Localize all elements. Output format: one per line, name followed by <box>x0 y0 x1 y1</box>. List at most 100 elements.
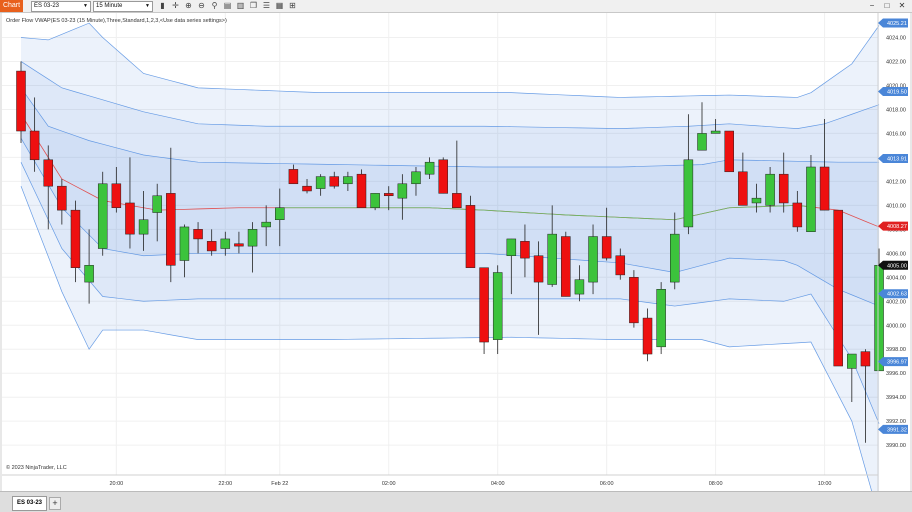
minimize-button[interactable]: − <box>869 1 875 10</box>
price-tick-label: 4020.00 <box>886 83 906 89</box>
candle-body <box>465 205 476 268</box>
candle-body <box>615 255 626 276</box>
price-marker-label: 3996.97 <box>887 360 907 366</box>
candle-body <box>288 169 299 185</box>
chart-window-tab[interactable]: Chart <box>0 0 23 12</box>
instrument-selector[interactable]: ES 03-23 ▼ <box>31 1 91 12</box>
price-tick-label: 4022.00 <box>886 59 906 65</box>
zoom-in-icon[interactable]: ⊕ <box>185 1 192 10</box>
candle-body <box>397 183 408 199</box>
candle-body <box>656 289 666 348</box>
price-marker <box>878 289 908 299</box>
price-marker-label: 3991.32 <box>887 427 907 433</box>
candle-body <box>629 277 639 324</box>
properties-icon[interactable]: ☰ <box>262 1 271 10</box>
price-marker <box>878 18 908 28</box>
vwap-band-1 <box>21 87 880 307</box>
interval-selector[interactable]: 15 Minute ▼ <box>93 1 153 12</box>
page-icon[interactable]: ▥ <box>236 1 245 10</box>
candle-body <box>806 166 816 232</box>
strategy-icon[interactable]: ▦ <box>275 1 284 10</box>
time-tick-label: 02:00 <box>382 481 396 487</box>
candle-body <box>479 267 489 343</box>
vwap-upper-band-3 <box>20 22 880 98</box>
candle-body <box>574 279 585 295</box>
price-marker <box>878 86 908 96</box>
price-marker-label: 4013.91 <box>887 156 907 162</box>
price-chart[interactable]: 4024.004022.004020.004018.004016.004014.… <box>2 13 910 512</box>
instrument-selector-value: ES 03-23 <box>34 3 60 9</box>
time-tick-label: 06:00 <box>600 481 614 487</box>
price-tick-label: 3994.00 <box>886 395 906 401</box>
interval-selector-value: 15 Minute <box>96 3 123 9</box>
bars-icon[interactable]: ▮ <box>160 1 165 10</box>
price-tick-label: 4004.00 <box>886 275 906 281</box>
candle-body <box>601 236 612 259</box>
candle-body <box>874 265 884 372</box>
add-tab-button[interactable]: + <box>49 497 61 510</box>
candle-body <box>683 159 694 228</box>
price-marker-label: 4005.00 <box>887 263 907 269</box>
price-marker <box>878 357 908 367</box>
candle-body <box>329 176 340 187</box>
candle-body <box>370 193 380 209</box>
price-tick-label: 3996.00 <box>886 371 906 377</box>
price-tick-label: 4010.00 <box>886 203 906 209</box>
close-button[interactable]: ✕ <box>898 1 906 10</box>
vwap-lower-band-1 <box>20 138 880 307</box>
candle-body <box>220 238 231 249</box>
price-tick-label: 4018.00 <box>886 107 906 113</box>
chart-panel[interactable]: 4024.004022.004020.004018.004016.004014.… <box>2 13 910 512</box>
candle-body <box>343 176 353 185</box>
page-icon[interactable]: ▤ <box>223 1 232 10</box>
candle-body <box>765 173 775 206</box>
price-tick-label: 4024.00 <box>886 36 906 42</box>
candle-body <box>179 226 190 261</box>
time-tick-label: 20:00 <box>109 481 123 487</box>
indicator-icon[interactable]: ⊞ <box>289 1 296 10</box>
price-tick-label: 3990.00 <box>886 443 906 449</box>
search-icon[interactable]: ⚲ <box>211 1 218 10</box>
candle-body <box>670 233 680 283</box>
candle-body <box>29 130 40 161</box>
candle-body <box>43 159 53 187</box>
candle-body <box>193 229 203 240</box>
vwap-upper-band-2 <box>20 61 880 129</box>
price-marker <box>878 260 908 270</box>
price-marker-label: 4025.21 <box>887 21 907 27</box>
maximize-button[interactable]: □ <box>884 1 890 10</box>
candle-body <box>152 195 162 213</box>
candle-body <box>411 171 421 185</box>
candle-body <box>138 219 149 235</box>
candle-body <box>860 351 871 367</box>
vwap-upper-band-1 <box>20 87 880 168</box>
price-marker <box>878 424 908 434</box>
candle-body <box>424 161 435 175</box>
price-tick-label: 3998.00 <box>886 347 906 353</box>
candle-body <box>57 185 67 211</box>
vwap-band-2 <box>21 61 880 424</box>
time-tick-label: 04:00 <box>491 481 505 487</box>
candle-body <box>506 238 517 256</box>
bottom-tab-bar: ES 03-23 + <box>0 491 912 512</box>
candle-body <box>111 183 122 209</box>
price-marker-label: 4002.63 <box>887 292 907 298</box>
copy-icon[interactable]: ❐ <box>249 1 258 10</box>
candle-body <box>738 171 748 206</box>
crosshair-icon[interactable]: ✛ <box>172 1 179 10</box>
price-marker <box>878 153 908 163</box>
price-marker-label: 4019.50 <box>887 89 907 95</box>
price-tick-label: 4012.00 <box>886 179 906 185</box>
candle-body <box>792 202 803 228</box>
candle-body <box>438 159 448 194</box>
candle-body <box>234 243 244 247</box>
chart-tab-es[interactable]: ES 03-23 <box>12 496 47 511</box>
price-tick-label: 4002.00 <box>886 299 906 305</box>
candle-body <box>710 130 721 134</box>
candle-body <box>492 272 503 340</box>
price-tick-label: 4006.00 <box>886 251 906 257</box>
chart-tab-label: Chart <box>2 2 21 9</box>
zoom-out-icon[interactable]: ⊖ <box>198 1 205 10</box>
chart-toolbar: Chart ES 03-23 ▼ 15 Minute ▼ ▮ ✛ ⊕ ⊖ ⚲ ▤ ▥… <box>0 0 912 13</box>
price-marker-label: 4008.27 <box>887 224 907 230</box>
